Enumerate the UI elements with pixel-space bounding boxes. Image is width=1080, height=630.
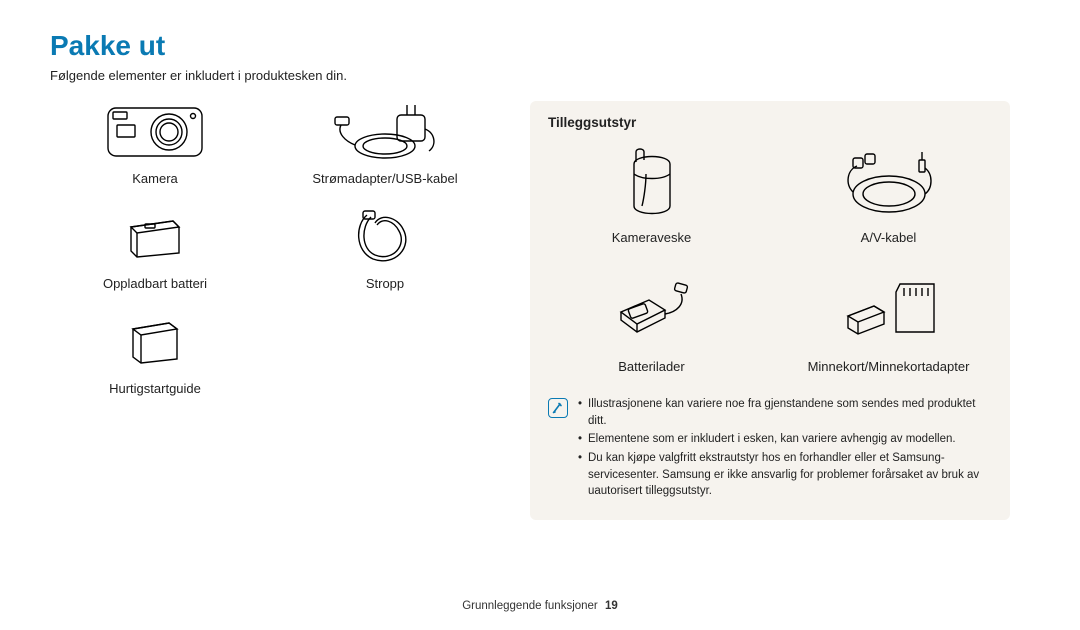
adapter-icon	[280, 101, 490, 163]
item-label: Oppladbart batteri	[103, 276, 207, 291]
info-note: Illustrasjonene kan variere noe fra gjen…	[578, 396, 992, 429]
item-charger: Batterilader	[548, 271, 755, 374]
battery-icon	[50, 206, 260, 268]
info-note: Du kan kjøpe valgfritt ekstrautstyr hos …	[578, 450, 992, 500]
accessories-panel: Tilleggsutstyr Kameraveske	[530, 101, 1010, 520]
page-footer: Grunnleggende funksjoner 19	[0, 600, 1080, 612]
info-note-box: Illustrasjonene kan variere noe fra gjen…	[548, 396, 992, 502]
item-case: Kameraveske	[548, 142, 755, 245]
case-icon	[548, 142, 755, 222]
item-strap: Stropp	[280, 206, 490, 291]
intro-text: Følgende elementer er inkludert i produk…	[50, 68, 1030, 83]
info-note: Elementene som er inkludert i esken, kan…	[578, 431, 992, 448]
item-label: Stropp	[366, 276, 404, 291]
memory-icon	[785, 271, 992, 351]
info-list: Illustrasjonene kan variere noe fra gjen…	[578, 396, 992, 502]
item-label: Strømadapter/USB-kabel	[312, 171, 457, 186]
footer-section: Grunnleggende funksjoner	[462, 600, 598, 612]
av-cable-icon	[785, 142, 992, 222]
item-camera: Kamera	[50, 101, 260, 186]
item-label: Kamera	[132, 171, 178, 186]
guide-icon	[50, 311, 260, 373]
item-battery: Oppladbart batteri	[50, 206, 260, 291]
camera-icon	[50, 101, 260, 163]
item-memory: Minnekort/Minnekortadapter	[785, 271, 992, 374]
info-icon	[548, 398, 568, 418]
item-label: A/V-kabel	[861, 230, 917, 245]
item-label: Kameraveske	[612, 230, 691, 245]
item-label: Batterilader	[618, 359, 684, 374]
content-columns: Kamera Strømadapter/USB-kabel	[50, 101, 1030, 520]
strap-icon	[280, 206, 490, 268]
item-adapter: Strømadapter/USB-kabel	[280, 101, 490, 186]
page-number: 19	[605, 600, 618, 612]
included-items-column: Kamera Strømadapter/USB-kabel	[50, 101, 490, 520]
page-title: Pakke ut	[50, 30, 1030, 62]
item-label: Hurtigstartguide	[109, 381, 201, 396]
charger-icon	[548, 271, 755, 351]
accessories-title: Tilleggsutstyr	[548, 115, 992, 130]
item-av-cable: A/V-kabel	[785, 142, 992, 245]
item-guide: Hurtigstartguide	[50, 311, 260, 396]
item-label: Minnekort/Minnekortadapter	[808, 359, 970, 374]
